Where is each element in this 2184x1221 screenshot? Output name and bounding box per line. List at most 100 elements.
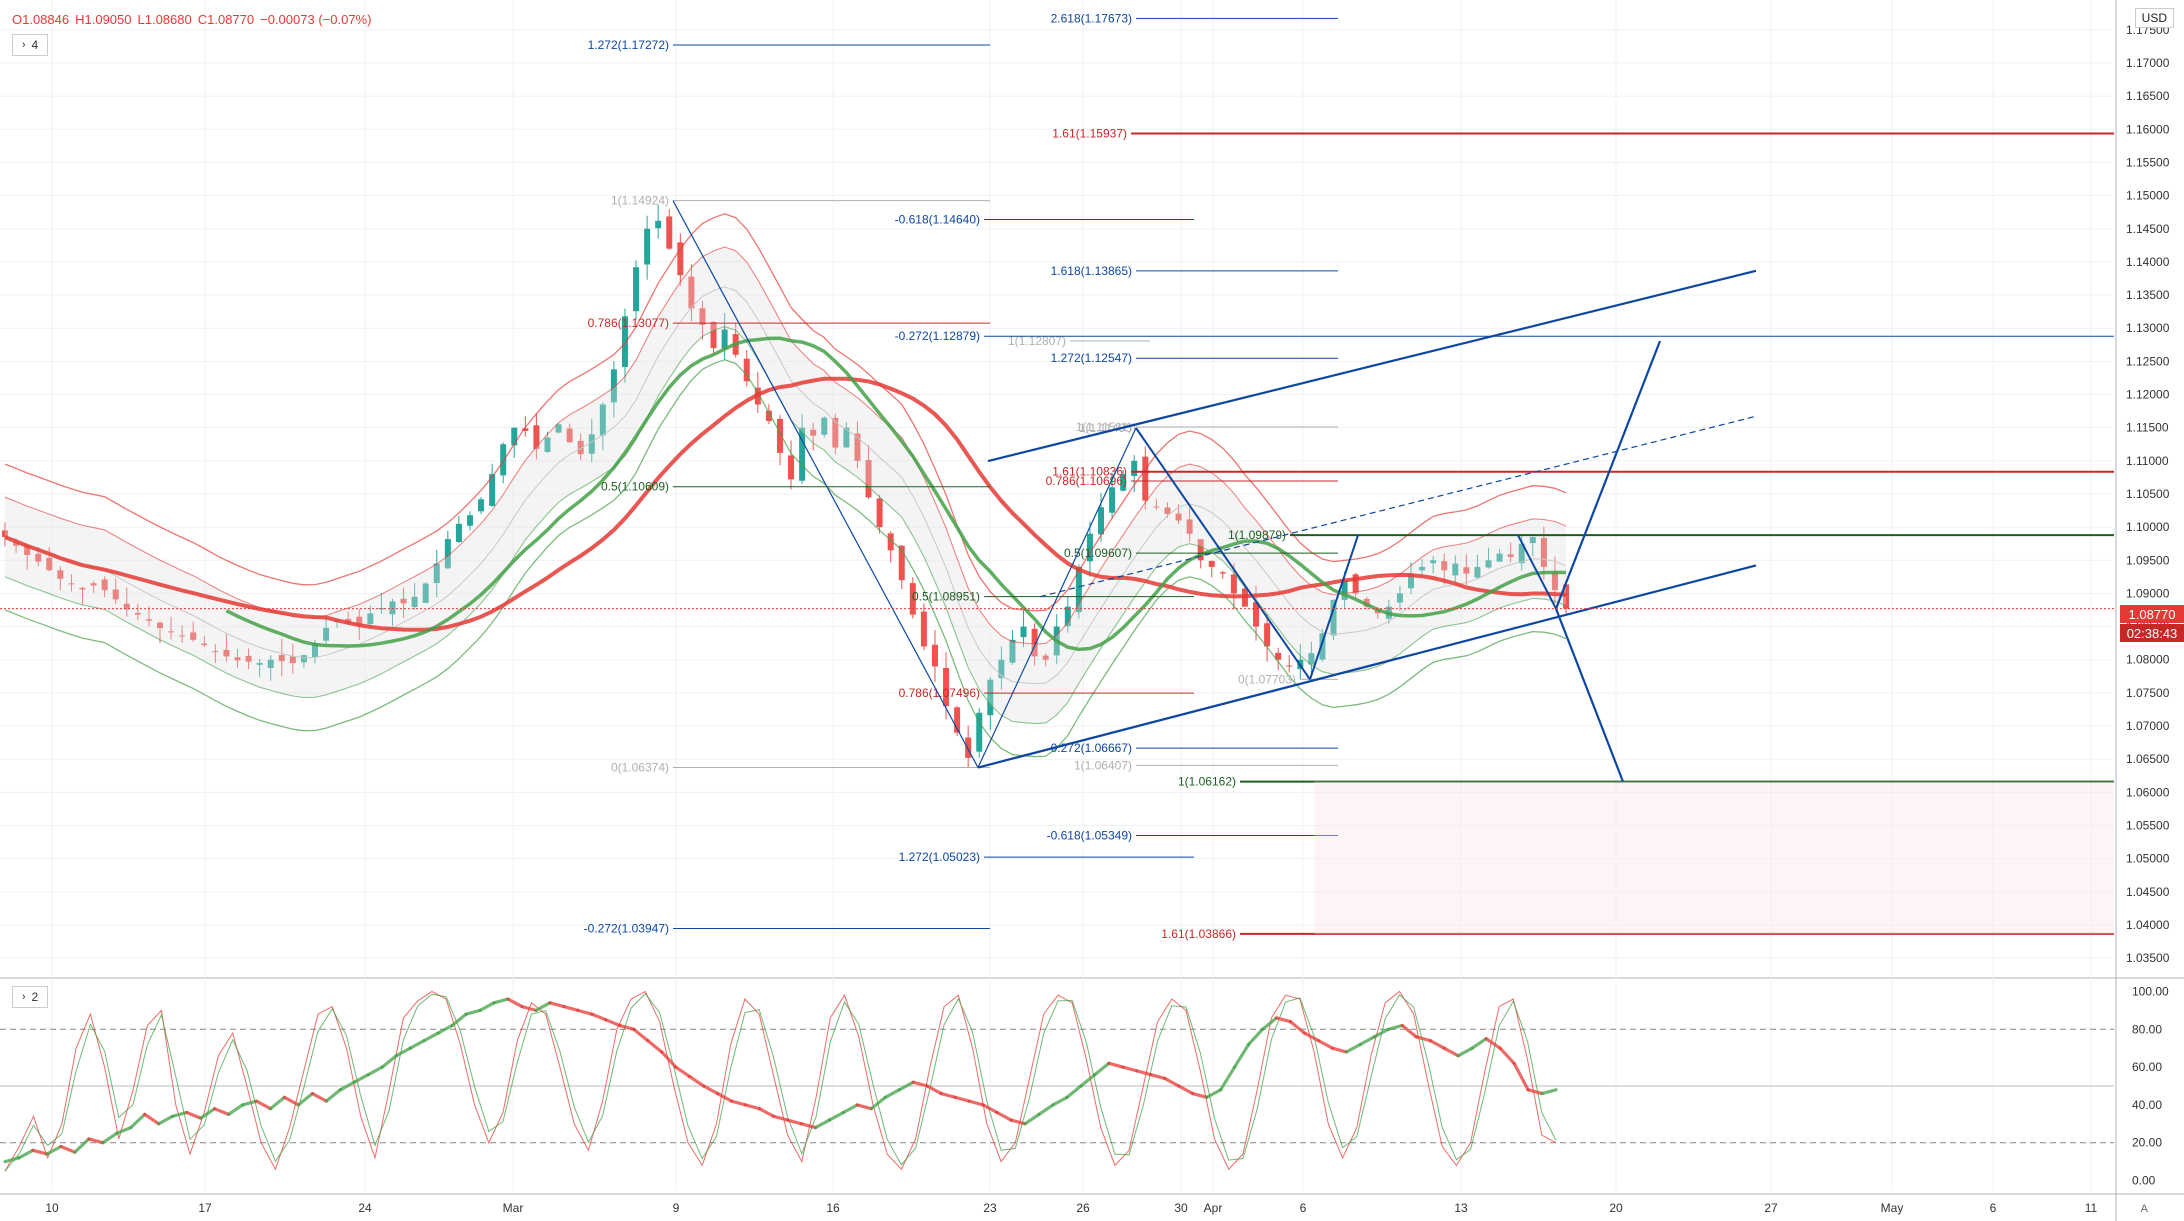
fib-level-label: 1(1.11495) xyxy=(1079,421,1136,435)
candle xyxy=(810,429,817,436)
fib-level-label: 1.61(1.15937) xyxy=(1052,126,1127,140)
x-tick-label: May xyxy=(1881,1201,1904,1215)
candle xyxy=(267,659,274,668)
candle xyxy=(965,737,972,758)
y-tick-label: 1.06500 xyxy=(2126,752,2170,766)
currency-button[interactable]: USD xyxy=(2134,8,2174,28)
osc-y-tick-label: 40.00 xyxy=(2132,1098,2162,1112)
candle xyxy=(1441,561,1448,571)
osc-slow-segment xyxy=(953,1095,971,1103)
y-tick-label: 1.04000 xyxy=(2126,918,2170,932)
candle xyxy=(544,437,551,452)
fib-level-label: 1(1.12807) xyxy=(1008,334,1066,348)
grid xyxy=(0,0,2114,1190)
osc-slow-segment xyxy=(897,1080,915,1092)
main-indicators-toggle[interactable]: › 4 xyxy=(12,34,48,56)
osc-slow-segment xyxy=(212,1107,231,1116)
candle xyxy=(1308,653,1315,665)
osc-slow-segment xyxy=(338,1080,356,1092)
candle xyxy=(987,679,994,716)
candle xyxy=(610,369,617,403)
y-tick-label: 1.12000 xyxy=(2126,388,2170,402)
fib-level-label: 1.61(1.03866) xyxy=(1161,927,1236,941)
last-price-tag: 1.08770 xyxy=(2120,605,2184,623)
chevron-right-icon: › xyxy=(21,991,26,1003)
osc-slow-segment xyxy=(646,1039,664,1054)
y-tick-label: 1.15000 xyxy=(2126,189,2170,203)
candle xyxy=(1330,600,1337,636)
fib-level-label: -0.272(1.06667) xyxy=(1047,741,1132,755)
y-tick-label: 1.04500 xyxy=(2126,885,2170,899)
osc-slow-segment xyxy=(115,1125,133,1135)
osc-slow-segment xyxy=(702,1084,720,1096)
osc-slow-segment xyxy=(1288,1020,1307,1035)
candle xyxy=(1120,474,1127,491)
candle xyxy=(367,613,374,625)
candle xyxy=(1396,593,1403,603)
osc-slow-segment xyxy=(1065,1084,1083,1099)
osc-slow-segment xyxy=(87,1137,105,1145)
osc-slow-segment xyxy=(785,1118,804,1126)
candle xyxy=(422,583,429,603)
y-tick-label: 1.10500 xyxy=(2126,487,2170,501)
auto-scale-button[interactable]: A xyxy=(2140,1203,2148,1215)
candle xyxy=(931,644,938,667)
osc-slow-segment xyxy=(268,1095,287,1111)
candle xyxy=(112,589,119,600)
y-tick-label: 1.12500 xyxy=(2126,354,2170,368)
x-tick-label: 13 xyxy=(1454,1201,1468,1215)
osc-slow-segment xyxy=(296,1091,315,1107)
osc-slow-segment xyxy=(45,1144,63,1156)
osc-slow-segment xyxy=(492,997,510,1005)
osc-slow-segment xyxy=(1079,1073,1097,1088)
osc-slow-segment xyxy=(157,1114,175,1126)
y-tick-label: 1.08000 xyxy=(2126,653,2170,667)
bar-countdown: 02:38:43 xyxy=(2120,624,2184,642)
y-tick-label: 1.11000 xyxy=(2126,454,2169,468)
candle xyxy=(743,358,750,382)
candle xyxy=(1474,566,1481,578)
osc-slow-segment xyxy=(1400,1023,1418,1039)
osc-slow-segment xyxy=(1191,1091,1209,1099)
candle xyxy=(201,643,208,646)
candle xyxy=(245,655,252,662)
osc-slow-segment xyxy=(143,1112,161,1126)
impulse-leg-1 xyxy=(672,200,979,768)
candle xyxy=(400,598,407,604)
candle xyxy=(323,627,330,641)
candle xyxy=(699,308,706,325)
osc-slow-segment xyxy=(380,1054,398,1069)
osc-slow-segment xyxy=(1149,1073,1167,1081)
x-tick-label: 30 xyxy=(1174,1201,1188,1215)
osc-fast-green xyxy=(4,992,1557,1172)
candle xyxy=(179,635,186,637)
x-tick-label: 10 xyxy=(45,1201,59,1215)
osc-slow-segment xyxy=(1442,1046,1460,1058)
fib-levels: 2.618(1.17673) 1.272(1.17272) 1.61(1.15937… xyxy=(584,11,2114,941)
candle xyxy=(566,428,573,443)
candle xyxy=(943,667,950,707)
osc-slow-segment xyxy=(394,1046,412,1058)
y-tick-label: 1.16000 xyxy=(2126,122,2170,136)
osc-slow-segment xyxy=(3,1156,21,1164)
osc-y-tick-label: 0.00 xyxy=(2132,1174,2156,1188)
swing-line-3 xyxy=(1517,534,1557,610)
candle xyxy=(1086,533,1093,562)
y-tick-label: 1.03500 xyxy=(2126,951,2170,965)
candle xyxy=(1352,574,1359,594)
candle xyxy=(156,622,163,628)
osc-slow-segment xyxy=(1233,1042,1251,1069)
candle xyxy=(123,603,130,610)
osc-indicators-toggle[interactable]: › 2 xyxy=(12,986,48,1008)
fib-level-label: 1.272(1.05023) xyxy=(899,850,980,864)
y-tick-label: 1.13000 xyxy=(2126,321,2170,335)
osc-slow-segment xyxy=(450,1012,468,1028)
candle xyxy=(633,267,640,312)
candle xyxy=(666,216,673,249)
candle xyxy=(799,427,806,481)
y-tick-label: 1.11500 xyxy=(2126,421,2169,435)
fib-level-label: 0.5(1.08951) xyxy=(912,590,980,604)
candle xyxy=(1131,460,1138,477)
candle xyxy=(832,417,839,448)
osc-slow-segment xyxy=(101,1131,119,1145)
